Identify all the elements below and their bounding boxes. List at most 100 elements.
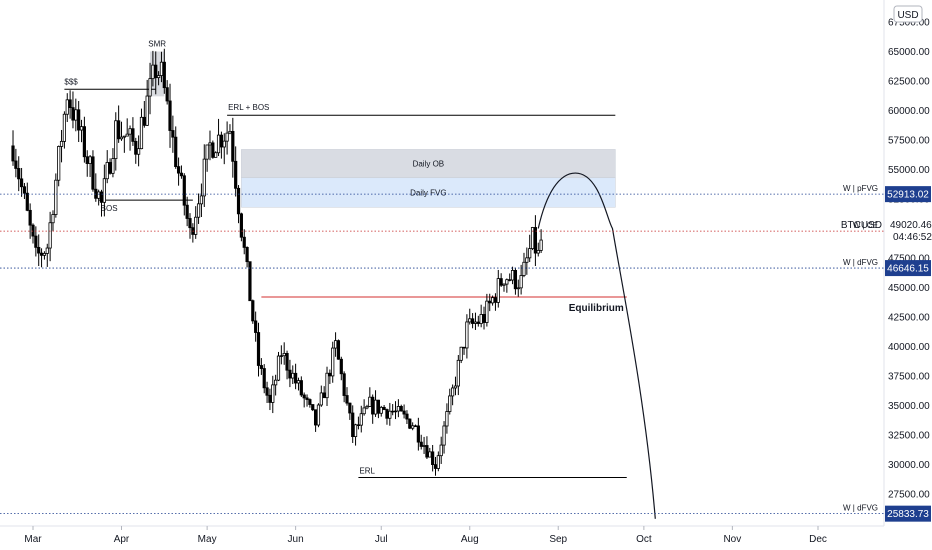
candle-body-26 — [85, 156, 89, 164]
candle-body-17 — [59, 140, 64, 147]
candle-body-42 — [131, 128, 135, 142]
candle-body-91 — [271, 384, 275, 403]
candle-body-99 — [294, 372, 298, 384]
candle-body-61 — [185, 204, 189, 219]
candle-body-104 — [308, 399, 312, 405]
candle-body-133 — [391, 410, 395, 413]
candle-body-87 — [259, 365, 263, 369]
y-tick-label-0: 27500.00 — [888, 490, 930, 501]
y-tick-label-8: 47500.00 — [888, 254, 930, 265]
candle-body-10 — [39, 252, 44, 256]
candle-body-57 — [174, 136, 178, 167]
candle-body-120 — [353, 424, 358, 438]
candle-body-117 — [345, 395, 349, 404]
candle-body-109 — [322, 392, 326, 399]
candle-body-127 — [373, 399, 378, 415]
candle-body-7 — [31, 224, 35, 237]
candle-body-138 — [405, 413, 409, 420]
candle-body-23 — [77, 109, 81, 131]
candle-body-66 — [199, 195, 204, 205]
candle-body-170 — [496, 278, 500, 303]
y-tick-label-13: 60000.00 — [888, 106, 930, 117]
candle-body-48 — [148, 78, 152, 97]
levels-layer: $$$ BOS ERL + BOS Equilibrium ERL SMR — [64, 40, 627, 478]
candle-body-156 — [456, 359, 460, 387]
candle-body-114 — [336, 340, 341, 360]
last-price-symbol: BTCUSD — [841, 220, 882, 231]
candle-body-77 — [231, 130, 235, 162]
price-tags-layer: 52913.0249779.5946646.1525833.73BTCUSD49… — [841, 186, 932, 522]
candle-body-115 — [339, 358, 343, 375]
price-tag-text-3: 25833.73 — [887, 509, 929, 520]
price-tag-text-0: 52913.02 — [887, 190, 929, 201]
candle-body-95 — [282, 352, 286, 357]
candle-body-43 — [134, 140, 138, 155]
y-tick-label-11: 55000.00 — [888, 165, 930, 176]
candle-body-145 — [425, 445, 429, 458]
candle-body-151 — [442, 425, 446, 446]
candle-body-103 — [305, 397, 309, 400]
candle-body-141 — [413, 425, 418, 427]
price-tag-box-2 — [885, 260, 931, 277]
candle-body-50 — [154, 64, 158, 79]
candle-body-14 — [51, 214, 55, 224]
candle-body-105 — [311, 404, 315, 411]
candle-body-175 — [510, 270, 515, 281]
candle-body-113 — [333, 340, 338, 349]
smr-label: SMR — [148, 40, 166, 49]
x-tick-label-5: Aug — [461, 534, 479, 545]
zone-0 — [241, 149, 616, 179]
candle-body-54 — [165, 87, 169, 102]
right-line-label-1: W | CE — [853, 221, 878, 230]
candle-body-44 — [137, 148, 141, 155]
y-tick-label-3: 35000.00 — [888, 401, 930, 412]
level-label-0: $$$ — [64, 77, 78, 86]
x-tick-label-9: Dec — [809, 534, 827, 545]
zone-label-1: Daily FVG — [410, 189, 446, 198]
candle-body-100 — [296, 380, 301, 384]
candle-body-142 — [416, 425, 420, 443]
candle-body-130 — [382, 406, 386, 410]
zone-1 — [241, 177, 616, 208]
candle-body-94 — [279, 355, 283, 357]
candle-body-47 — [145, 95, 149, 126]
candle-body-71 — [214, 152, 218, 158]
candle-body-159 — [465, 321, 469, 349]
candle-body-37 — [117, 120, 121, 140]
candle-body-161 — [470, 318, 475, 324]
candle-body-181 — [528, 248, 532, 259]
price-tag-text-2: 46646.15 — [887, 264, 929, 275]
candle-body-76 — [228, 130, 232, 134]
candle-body-55 — [168, 100, 172, 131]
candle-body-154 — [451, 387, 455, 397]
candle-body-80 — [239, 213, 243, 238]
candle-body-2 — [17, 168, 21, 180]
candle-body-5 — [25, 192, 29, 211]
candle-body-128 — [376, 399, 381, 414]
candle-body-69 — [208, 142, 212, 146]
x-tick-label-6: Sep — [549, 534, 567, 545]
x-tick-label-8: Nov — [723, 534, 741, 545]
candle-body-13 — [48, 222, 52, 249]
candle-body-15 — [54, 179, 58, 215]
candle-body-102 — [302, 394, 306, 399]
candle-body-79 — [236, 187, 241, 215]
currency-badge[interactable]: USD — [893, 5, 923, 23]
candle-body-149 — [436, 455, 440, 469]
candle-body-177 — [516, 287, 520, 290]
x-tick-label-1: Apr — [114, 534, 130, 545]
candle-body-72 — [216, 134, 221, 154]
candle-body-74 — [222, 140, 226, 148]
candle-body-160 — [468, 318, 472, 323]
candle-body-125 — [368, 396, 372, 407]
candle-body-93 — [276, 355, 281, 381]
candle-body-0 — [11, 145, 15, 162]
level-label-3: Equilibrium — [569, 303, 624, 314]
time-axis[interactable]: Mar Apr May Jun Jul Aug Sep Oct Nov Dec — [24, 526, 827, 545]
y-tick-label-1: 30000.00 — [888, 460, 930, 471]
candle-body-58 — [176, 166, 181, 174]
y-tick-label-16: 67500.00 — [888, 18, 930, 29]
candle-body-11 — [42, 253, 47, 256]
candle-body-165 — [482, 314, 486, 323]
